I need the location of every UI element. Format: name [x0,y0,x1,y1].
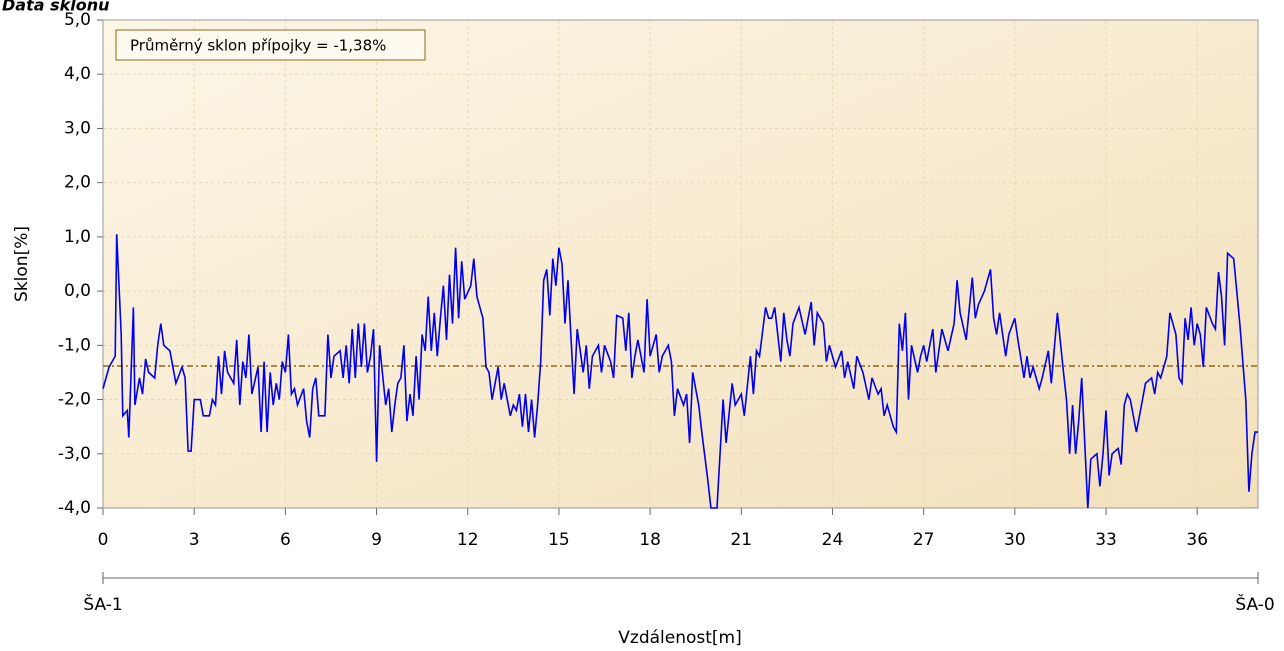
x-tick-label: 18 [639,530,661,550]
x-tick-label: 33 [1095,530,1117,550]
x-tick-label: 30 [1004,530,1026,550]
plot-area [103,20,1258,508]
y-tick-label: -3,0 [58,444,91,464]
y-tick-label: 0,0 [64,281,91,301]
x-tick-label: 3 [189,530,200,550]
secondary-axis-label: ŠA-1 [83,593,122,615]
x-tick-label: 36 [1186,530,1208,550]
y-tick-label: -4,0 [58,498,91,518]
x-axis-label: Vzdálenost[m] [618,628,741,648]
plot-border [102,19,1259,509]
y-tick-label: 3,0 [64,118,91,138]
x-tick-label: 12 [457,530,479,550]
x-tick-label: 21 [730,530,752,550]
x-tick-label: 27 [913,530,935,550]
y-tick-label: -2,0 [58,390,91,410]
y-tick-label: -1,0 [58,335,91,355]
y-tick-label: 2,0 [64,173,91,193]
secondary-axis-label: ŠA-0 [1235,593,1274,615]
y-axis-label: Sklon[%] [12,226,32,302]
annotation-box [115,29,426,61]
x-tick-label: 0 [98,530,109,550]
x-tick-label: 15 [548,530,570,550]
y-tick-label: 5,0 [64,10,91,30]
x-tick-label: 9 [371,530,382,550]
chart-title: Data sklonu [2,0,110,15]
x-tick-label: 6 [280,530,291,550]
y-tick-label: 4,0 [64,64,91,84]
y-tick-label: 1,0 [64,227,91,247]
x-tick-label: 24 [822,530,844,550]
data-line [102,234,1258,509]
annotation: Průměrný sklon přípojky = -1,38% [130,37,386,55]
